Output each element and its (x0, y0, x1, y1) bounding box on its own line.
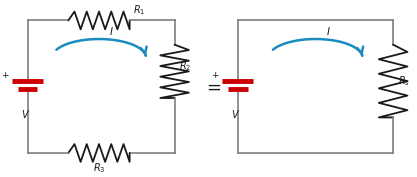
Text: $V$: $V$ (231, 108, 241, 120)
Text: $R_s$: $R_s$ (398, 74, 410, 88)
Text: $V$: $V$ (21, 108, 30, 120)
Text: $I$: $I$ (109, 25, 114, 37)
Text: $I$: $I$ (326, 25, 331, 37)
Text: $=$: $=$ (203, 78, 221, 96)
Text: $R_2$: $R_2$ (179, 60, 192, 73)
Text: $R_1$: $R_1$ (133, 3, 145, 17)
Text: +: + (1, 71, 8, 80)
Text: +: + (211, 71, 219, 80)
Text: $R_3$: $R_3$ (93, 161, 105, 175)
